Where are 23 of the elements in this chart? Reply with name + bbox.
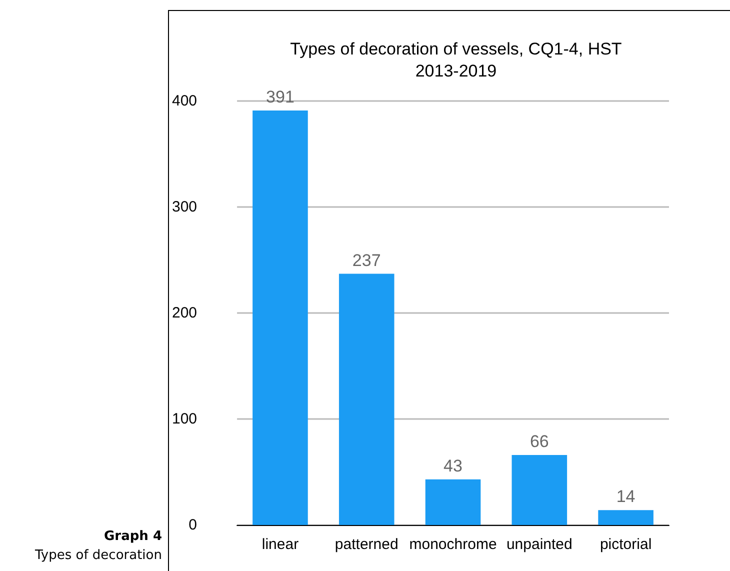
text: Types of decoration (34, 547, 162, 565)
y-tick-label: 200 (172, 304, 198, 322)
data-label: 43 (444, 456, 462, 476)
y-tick-label: 300 (172, 198, 198, 216)
y-tick-label: 400 (172, 92, 198, 110)
x-tick-label: unpainted (506, 536, 572, 553)
caption: Graph 4 (103, 528, 162, 546)
data-label: 14 (616, 487, 636, 506)
data-label: 237 (352, 250, 381, 270)
bar (252, 110, 308, 525)
x-tick-label: monochrome (409, 536, 497, 553)
x-tick-label: linear (262, 536, 299, 553)
x-tick-label: patterned (334, 536, 398, 553)
x-tick-label: pictorial (600, 536, 652, 553)
bar (338, 274, 394, 525)
y-tick-label: 100 (172, 410, 198, 428)
bar (512, 455, 568, 525)
bar (598, 510, 654, 525)
data-label: 66 (530, 432, 549, 452)
y-tick-label: 0 (188, 516, 198, 534)
bar (425, 479, 481, 525)
chart-title: Types of decoration of vessels, CQ1-4, HST 2013-2019 (290, 40, 622, 80)
data-label: 391 (266, 88, 294, 107)
